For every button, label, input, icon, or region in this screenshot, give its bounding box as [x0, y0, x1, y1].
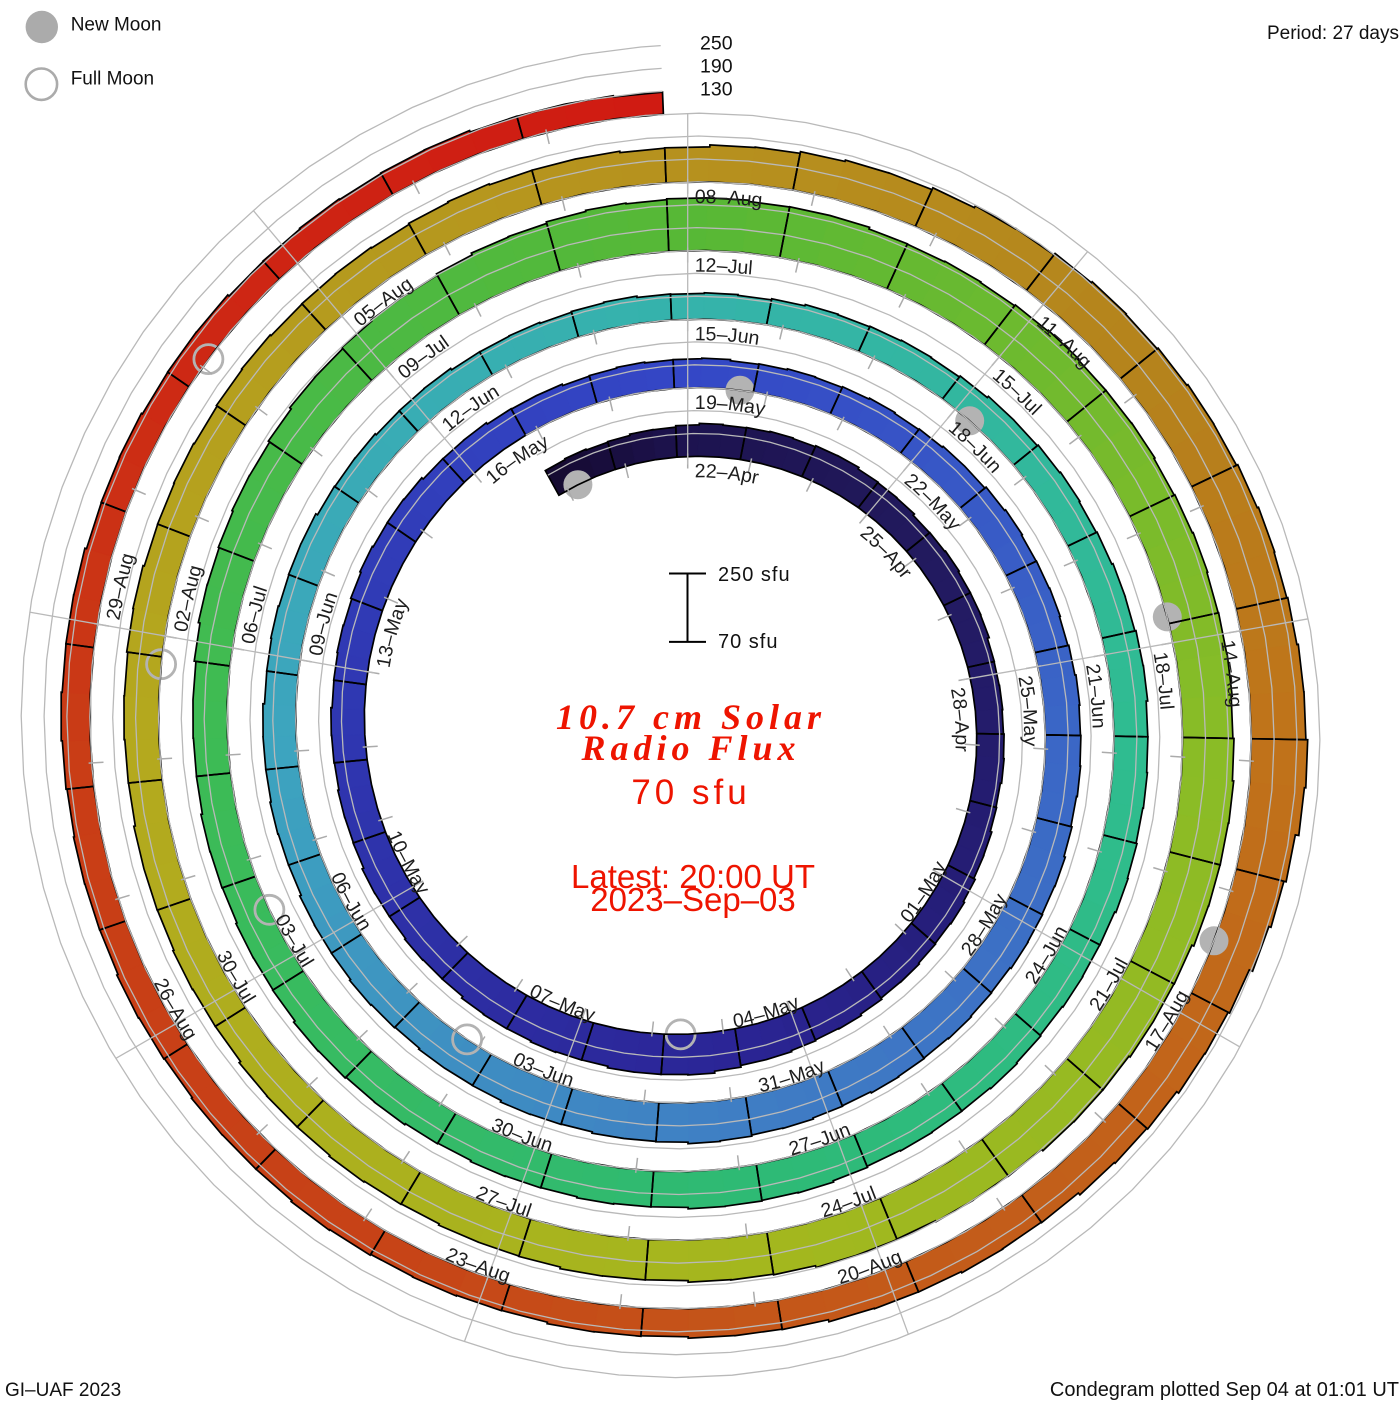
svg-text:08–Aug: 08–Aug [695, 186, 764, 212]
svg-text:Period: 27 days: Period: 27 days [1267, 23, 1399, 44]
svg-text:Full Moon: Full Moon [71, 69, 154, 90]
svg-text:Condegram plotted Sep 04 at 01: Condegram plotted Sep 04 at 01:01 UT [1050, 1379, 1399, 1400]
svg-text:12–Jul: 12–Jul [695, 255, 754, 280]
svg-text:70 sfu: 70 sfu [631, 773, 750, 812]
svg-text:70 sfu: 70 sfu [718, 631, 778, 653]
svg-text:250: 250 [700, 33, 733, 55]
svg-text:New Moon: New Moon [71, 15, 162, 36]
svg-text:10.7 cm Solar: 10.7 cm Solar [556, 697, 826, 737]
svg-text:130: 130 [700, 78, 733, 100]
svg-text:Radio Flux: Radio Flux [580, 728, 800, 768]
svg-text:Latest: 20:00 UT: Latest: 20:00 UT [571, 858, 815, 895]
svg-text:GI–UAF 2023: GI–UAF 2023 [5, 1380, 121, 1400]
svg-text:190: 190 [700, 56, 733, 78]
svg-text:2023–Sep–03: 2023–Sep–03 [590, 881, 796, 918]
svg-text:250 sfu: 250 sfu [718, 564, 791, 586]
